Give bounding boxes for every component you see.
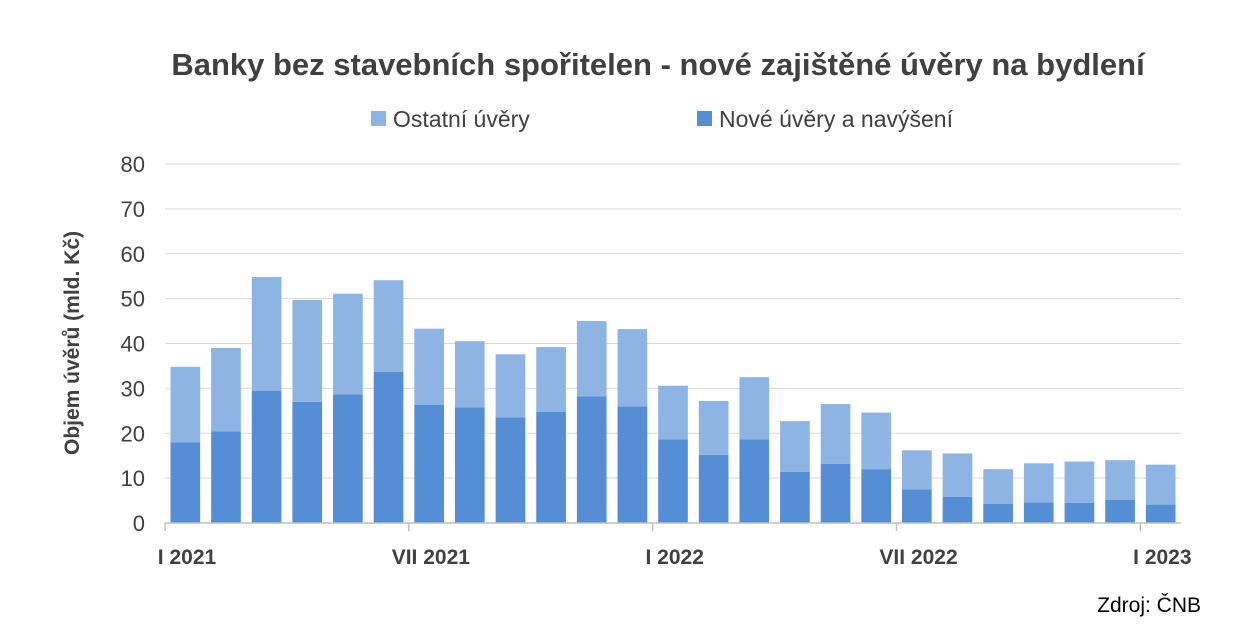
bar-ostatni-uvery-17	[861, 412, 892, 470]
bar-nove-uvery-16	[820, 463, 851, 523]
bar-nove-uvery-9	[536, 411, 566, 523]
bar-nove-uvery-12	[658, 439, 688, 523]
x-tick-label-24: I 2023	[1133, 546, 1191, 569]
legend-label-ostatni: Ostatní úvěry	[393, 106, 530, 132]
bar-ostatni-uvery-2	[251, 277, 282, 391]
x-tick-label-18: VII 2022	[879, 546, 957, 569]
bar-nove-uvery-20	[983, 503, 1013, 523]
bar-nove-uvery-0	[170, 442, 201, 523]
x-tick-label-6: VII 2021	[392, 546, 471, 569]
bar-ostatni-uvery-15	[780, 421, 810, 472]
bar-nove-uvery-23	[1105, 499, 1135, 523]
y-tick-label-0: 0	[133, 511, 145, 536]
x-axis-ticks: I 2021 VII 2021 I 2022 VII 2022 I 2023	[158, 523, 1192, 569]
bar-ostatni-uvery-18	[902, 450, 932, 490]
bar-ostatni-uvery-22	[1064, 461, 1095, 503]
y-axis-label: Objem úvěrů (mld. Kč)	[61, 231, 84, 455]
y-tick-label-70: 70	[121, 197, 145, 222]
bar-ostatni-uvery-6	[414, 328, 444, 405]
bar-ostatni-uvery-23	[1105, 460, 1135, 500]
bar-nove-uvery-1	[211, 431, 241, 523]
legend: Ostatní úvěry Nové úvěry a navýšení	[371, 106, 954, 132]
bar-nove-uvery-7	[454, 407, 485, 523]
bar-nove-uvery-2	[251, 390, 282, 523]
bar-ostatni-uvery-7	[454, 341, 485, 408]
bar-nove-uvery-21	[1023, 502, 1054, 523]
bar-nove-uvery-6	[414, 404, 444, 523]
bar-ostatni-uvery-20	[983, 469, 1013, 504]
legend-label-nove: Nové úvěry a navýšení	[719, 106, 954, 132]
y-tick-label-50: 50	[121, 287, 145, 312]
bar-ostatni-uvery-5	[373, 280, 404, 372]
bar-nove-uvery-8	[495, 417, 526, 523]
y-tick-label-10: 10	[121, 466, 145, 491]
bar-ostatni-uvery-21	[1023, 463, 1054, 503]
bar-ostatni-uvery-19	[942, 453, 973, 497]
bar-nove-uvery-10	[576, 396, 607, 523]
bar-ostatni-uvery-13	[698, 400, 729, 455]
legend-swatch-ostatni	[371, 111, 386, 126]
bar-ostatni-uvery-24	[1145, 464, 1176, 505]
y-tick-label-30: 30	[121, 376, 145, 401]
bar-nove-uvery-14	[739, 439, 770, 523]
bar-nove-uvery-13	[698, 454, 729, 523]
source-note: Zdroj: ČNB	[1097, 594, 1201, 617]
y-tick-label-60: 60	[121, 242, 145, 267]
bar-ostatni-uvery-12	[658, 385, 688, 440]
bar-nove-uvery-22	[1064, 502, 1095, 523]
bar-nove-uvery-3	[292, 401, 323, 523]
bar-ostatni-uvery-3	[292, 299, 323, 402]
bar-ostatni-uvery-10	[576, 321, 607, 397]
bar-nove-uvery-11	[617, 406, 648, 523]
bar-ostatni-uvery-8	[495, 354, 526, 418]
y-tick-label-80: 80	[121, 152, 145, 177]
bar-ostatni-uvery-1	[211, 347, 241, 432]
legend-swatch-nove	[697, 111, 712, 126]
bar-ostatni-uvery-14	[739, 377, 770, 440]
bar-nove-uvery-19	[942, 496, 973, 523]
bar-ostatni-uvery-0	[170, 366, 201, 443]
bar-ostatni-uvery-16	[820, 404, 851, 464]
bar-nove-uvery-4	[333, 394, 363, 523]
bar-nove-uvery-18	[902, 489, 932, 523]
bar-ostatni-uvery-9	[536, 347, 566, 412]
x-tick-label-0: I 2021	[158, 546, 217, 569]
bar-nove-uvery-17	[861, 469, 892, 523]
y-tick-label-40: 40	[121, 332, 145, 357]
bar-nove-uvery-24	[1145, 504, 1176, 523]
y-tick-label-20: 20	[121, 421, 145, 446]
bar-ostatni-uvery-11	[617, 329, 648, 407]
bar-nove-uvery-15	[780, 471, 810, 523]
bar-ostatni-uvery-4	[333, 293, 363, 395]
x-tick-label-12: I 2022	[645, 546, 703, 569]
chart-title: Banky bez stavebních spořitelen - nové z…	[171, 47, 1146, 82]
y-axis-ticks: 0 10 20 30 40 50 60 70 80	[121, 152, 145, 536]
bars	[170, 277, 1176, 523]
bar-nove-uvery-5	[373, 371, 404, 523]
